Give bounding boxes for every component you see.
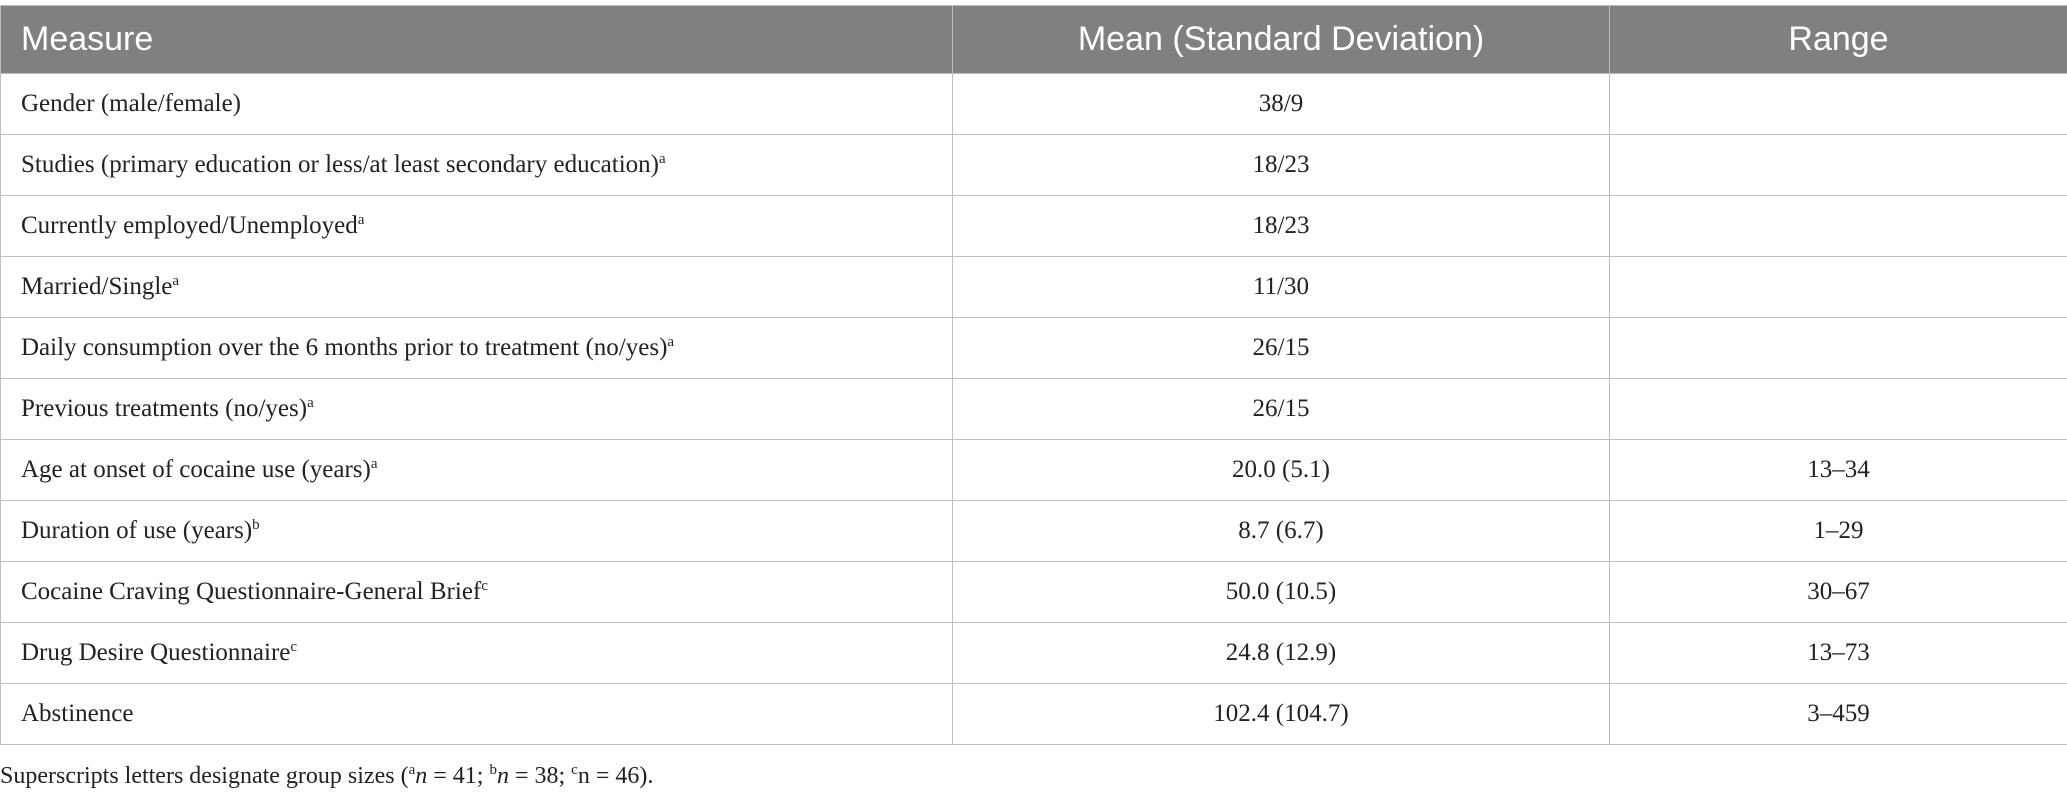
table-row: Age at onset of cocaine use (years)a 20.0… bbox=[0, 439, 2067, 501]
measure-cell: Daily consumption over the 6 months prio… bbox=[0, 317, 953, 379]
range-cell: 3–459 bbox=[1609, 683, 2067, 745]
measure-cell: Previous treatments (no/yes)a bbox=[0, 378, 953, 440]
mean-cell: 20.0 (5.1) bbox=[952, 439, 1610, 501]
range-cell bbox=[1609, 73, 2067, 135]
mean-cell: 18/23 bbox=[952, 195, 1610, 257]
measure-cell: Age at onset of cocaine use (years)a bbox=[0, 439, 953, 501]
mean-cell: 11/30 bbox=[952, 256, 1610, 318]
measure-sup: c bbox=[290, 639, 298, 655]
range-cell bbox=[1609, 195, 2067, 257]
table-row: Gender (male/female) 38/9 bbox=[0, 73, 2067, 135]
range-cell bbox=[1609, 317, 2067, 379]
mean-cell: 24.8 (12.9) bbox=[952, 622, 1610, 684]
table-row: Drug Desire Questionnairec 24.8 (12.9) 13–… bbox=[0, 622, 2067, 684]
table-row: Duration of use (years)b 8.7 (6.7) 1–29 bbox=[0, 500, 2067, 562]
measure-text: Daily consumption over the 6 months prio… bbox=[21, 334, 668, 361]
measure-text: Abstinence bbox=[21, 700, 134, 727]
footnote-text: n = 46 bbox=[577, 763, 640, 789]
measure-text: Currently employed/Unemployed bbox=[21, 212, 358, 239]
mean-cell: 8.7 (6.7) bbox=[952, 500, 1610, 562]
header-cell: Measure bbox=[0, 5, 953, 74]
measure-text: Studies (primary education or less/at le… bbox=[21, 151, 659, 178]
range-cell bbox=[1609, 378, 2067, 440]
range-cell: 13–73 bbox=[1609, 622, 2067, 684]
mean-cell: 102.4 (104.7) bbox=[952, 683, 1610, 745]
footnote-sup: c bbox=[571, 762, 578, 778]
range-cell: 13–34 bbox=[1609, 439, 2067, 501]
measure-text: Previous treatments (no/yes) bbox=[21, 395, 308, 422]
measure-cell: Gender (male/female) bbox=[0, 73, 953, 135]
measure-sup: c bbox=[481, 578, 488, 594]
measure-text: Married/Single bbox=[21, 273, 173, 300]
measure-sup: a bbox=[172, 273, 180, 289]
footnote-text: = 38; bbox=[508, 763, 572, 789]
measure-text: Duration of use (years) bbox=[21, 517, 253, 544]
measure-text: Gender (male/female) bbox=[21, 90, 242, 117]
footnote-text: = 41; bbox=[427, 763, 490, 789]
range-cell bbox=[1609, 256, 2067, 318]
header-cell: Mean (Standard Deviation) bbox=[952, 5, 1610, 74]
measure-text: Cocaine Craving Questionnaire-General Br… bbox=[21, 578, 482, 605]
measure-sup: a bbox=[357, 212, 365, 228]
table-row: Studies (primary education or less/at le… bbox=[0, 134, 2067, 196]
data-table: Measure Mean (Standard Deviation) Range … bbox=[0, 5, 2067, 745]
measure-sup: a bbox=[370, 456, 378, 472]
footnote-text: n bbox=[496, 763, 509, 789]
measure-cell: Abstinence bbox=[0, 683, 953, 745]
range-cell bbox=[1609, 134, 2067, 196]
mean-cell: 26/15 bbox=[952, 378, 1610, 440]
mean-cell: 18/23 bbox=[952, 134, 1610, 196]
footnote-text: ). bbox=[639, 763, 654, 789]
mean-cell: 50.0 (10.5) bbox=[952, 561, 1610, 623]
table-row: Currently employed/Unemployeda 18/23 bbox=[0, 195, 2067, 257]
measure-cell: Drug Desire Questionnairec bbox=[0, 622, 953, 684]
measure-cell: Duration of use (years)b bbox=[0, 500, 953, 562]
footnote-sup: a bbox=[408, 762, 416, 778]
mean-cell: 38/9 bbox=[952, 73, 1610, 135]
measure-cell: Studies (primary education or less/at le… bbox=[0, 134, 953, 196]
measure-cell: Currently employed/Unemployeda bbox=[0, 195, 953, 257]
measure-text: Drug Desire Questionnaire bbox=[21, 639, 291, 666]
table-row: Previous treatments (no/yes)a 26/15 bbox=[0, 378, 2067, 440]
measure-cell: Married/Singlea bbox=[0, 256, 953, 318]
measure-sup: a bbox=[307, 395, 314, 411]
mean-cell: 26/15 bbox=[952, 317, 1610, 379]
measure-sup: a bbox=[667, 334, 675, 350]
footnote: Superscripts letters designate group siz… bbox=[0, 763, 653, 790]
header-cell: Range bbox=[1609, 5, 2067, 74]
header-row: Measure Mean (Standard Deviation) Range bbox=[0, 5, 2067, 74]
table-row: Abstinence 102.4 (104.7) 3–459 bbox=[0, 683, 2067, 745]
table-row: Cocaine Craving Questionnaire-General Br… bbox=[0, 561, 2067, 623]
footnote-sup: b bbox=[489, 762, 497, 778]
range-cell: 1–29 bbox=[1609, 500, 2067, 562]
footnote-text: n bbox=[415, 763, 428, 789]
measure-cell: Cocaine Craving Questionnaire-General Br… bbox=[0, 561, 953, 623]
measure-text: Age at onset of cocaine use (years) bbox=[21, 456, 371, 483]
table-row: Married/Singlea 11/30 bbox=[0, 256, 2067, 318]
measure-sup: a bbox=[659, 151, 666, 167]
footnote-text: Superscripts letters designate group siz… bbox=[0, 763, 409, 789]
measure-sup: b bbox=[252, 517, 260, 533]
table-row: Daily consumption over the 6 months prio… bbox=[0, 317, 2067, 379]
range-cell: 30–67 bbox=[1609, 561, 2067, 623]
